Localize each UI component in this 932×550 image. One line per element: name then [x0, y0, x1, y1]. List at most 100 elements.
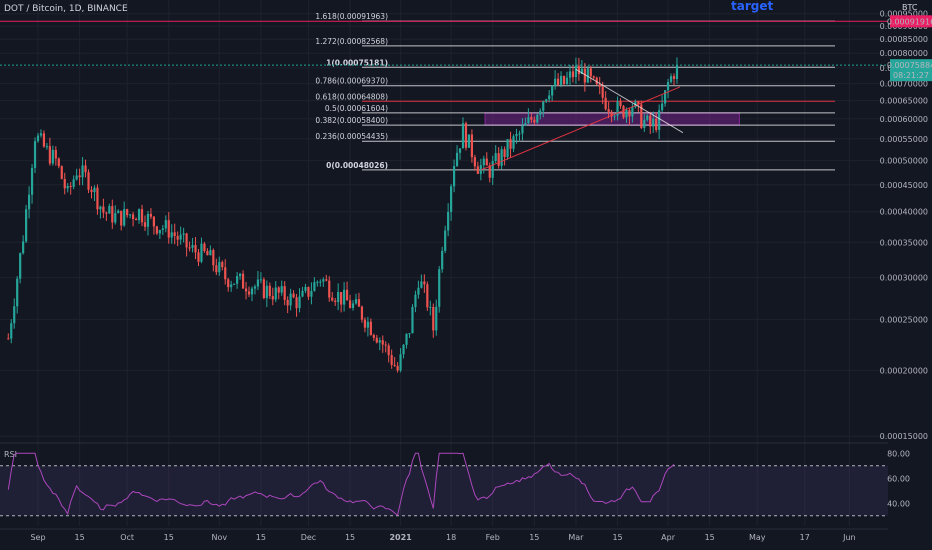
candle-body: [643, 119, 646, 128]
candle-body: [233, 283, 236, 285]
time-tick-label: May: [749, 533, 766, 542]
currency-unit-label: BTC: [902, 3, 918, 12]
candle-body: [10, 323, 13, 339]
candle-body: [420, 281, 423, 288]
candle-body: [33, 141, 37, 168]
rsi-band: [0, 465, 888, 516]
candle-body: [250, 288, 254, 295]
price-tick-label: 0.00020000: [880, 366, 928, 375]
candle-body: [601, 86, 604, 98]
candle-body: [476, 166, 479, 174]
candle-body: [283, 286, 286, 300]
candle-body: [149, 213, 153, 217]
candle-body: [42, 133, 46, 147]
candle-body: [114, 213, 117, 223]
candle-body: [117, 210, 120, 214]
candle-body: [512, 136, 515, 149]
candle-body: [87, 172, 90, 190]
candle-body: [161, 228, 164, 230]
price-tick-label: 0.00030000: [880, 274, 928, 283]
price-tick-label: 0.00050000: [880, 157, 928, 166]
candle-body: [429, 306, 432, 308]
candle-body: [236, 276, 239, 284]
candle-body: [99, 206, 102, 210]
candle-body: [616, 101, 619, 116]
candle-body: [604, 97, 607, 110]
candle-body: [500, 149, 503, 166]
candle-body: [663, 90, 667, 104]
candle-body: [241, 273, 245, 289]
candle-body: [441, 250, 444, 270]
candle-body: [25, 209, 28, 242]
candle-body: [63, 178, 66, 189]
candle-body: [405, 333, 408, 345]
rsi-tick-label: 60.00: [887, 474, 910, 483]
candle-body: [227, 279, 230, 288]
price-axis[interactable]: 0.00015000 0.00020000 0.00025000 0.00030000…: [880, 10, 928, 509]
candle-body: [27, 194, 31, 210]
candle-body: [188, 247, 191, 249]
candle-body: [652, 118, 655, 127]
candle-body: [592, 76, 595, 78]
candle-body: [464, 123, 468, 148]
candle-body: [152, 216, 156, 227]
candle-body: [7, 338, 10, 340]
candle-body: [129, 214, 132, 216]
candle-body: [557, 78, 560, 85]
candle-body: [328, 280, 331, 298]
candle-body: [340, 292, 343, 305]
fib-label: 1.272(0.00082568): [315, 37, 388, 46]
candle-body: [402, 344, 405, 355]
candle-body: [649, 115, 652, 127]
candle-body: [423, 281, 426, 285]
rsi-line: [7, 452, 675, 516]
candle-body: [610, 111, 613, 117]
time-axis[interactable]: Sep 15 Oct 15 Nov 15 Dec 15 2021 18 Feb 15 Mar 15 Apr 1…: [0, 528, 888, 542]
candle-body: [170, 232, 173, 238]
fib-label: 1(0.00075181): [326, 58, 388, 67]
candle-body: [387, 345, 390, 356]
candle-body: [96, 187, 99, 210]
countdown-text: 08:21:27: [893, 71, 929, 80]
candle-body: [488, 165, 491, 178]
candle-body: [622, 106, 625, 118]
candle-body: [467, 134, 471, 148]
candle-body: [345, 289, 349, 301]
symbol-title[interactable]: DOT / Bitcoin, 1D, BINANCE: [4, 4, 128, 14]
time-tick-label: 2021: [389, 533, 412, 542]
candle-body: [218, 262, 221, 273]
candle-body: [167, 220, 170, 238]
candle-body: [438, 269, 441, 307]
candle-body: [48, 146, 51, 164]
candle-body: [447, 211, 450, 231]
candle-body: [485, 158, 488, 166]
candle-body: [658, 110, 661, 130]
candle-body: [93, 187, 96, 193]
candle-body: [393, 364, 396, 366]
candle-body: [343, 289, 346, 305]
candle-body: [111, 206, 114, 223]
candle-body: [176, 235, 179, 240]
candle-body: [274, 287, 277, 300]
candle-body: [292, 293, 295, 298]
candle-body: [637, 101, 640, 105]
fib-label: 0.618(0.00064808): [315, 92, 388, 101]
candle-body: [143, 222, 147, 227]
candle-body: [435, 306, 438, 331]
candle-body: [432, 306, 435, 331]
candle-body: [132, 214, 135, 220]
candle-body: [262, 279, 265, 299]
candle-body: [182, 233, 185, 235]
candle-body: [548, 95, 551, 100]
candle-body: [337, 292, 340, 303]
candle-body: [301, 290, 304, 297]
candle-body: [366, 321, 369, 328]
candle-body: [408, 333, 411, 335]
candle-body: [45, 146, 49, 148]
candle-body: [304, 286, 307, 291]
time-tick-label: 18: [446, 533, 456, 542]
candle-body: [586, 68, 589, 83]
candle-body: [75, 175, 78, 180]
